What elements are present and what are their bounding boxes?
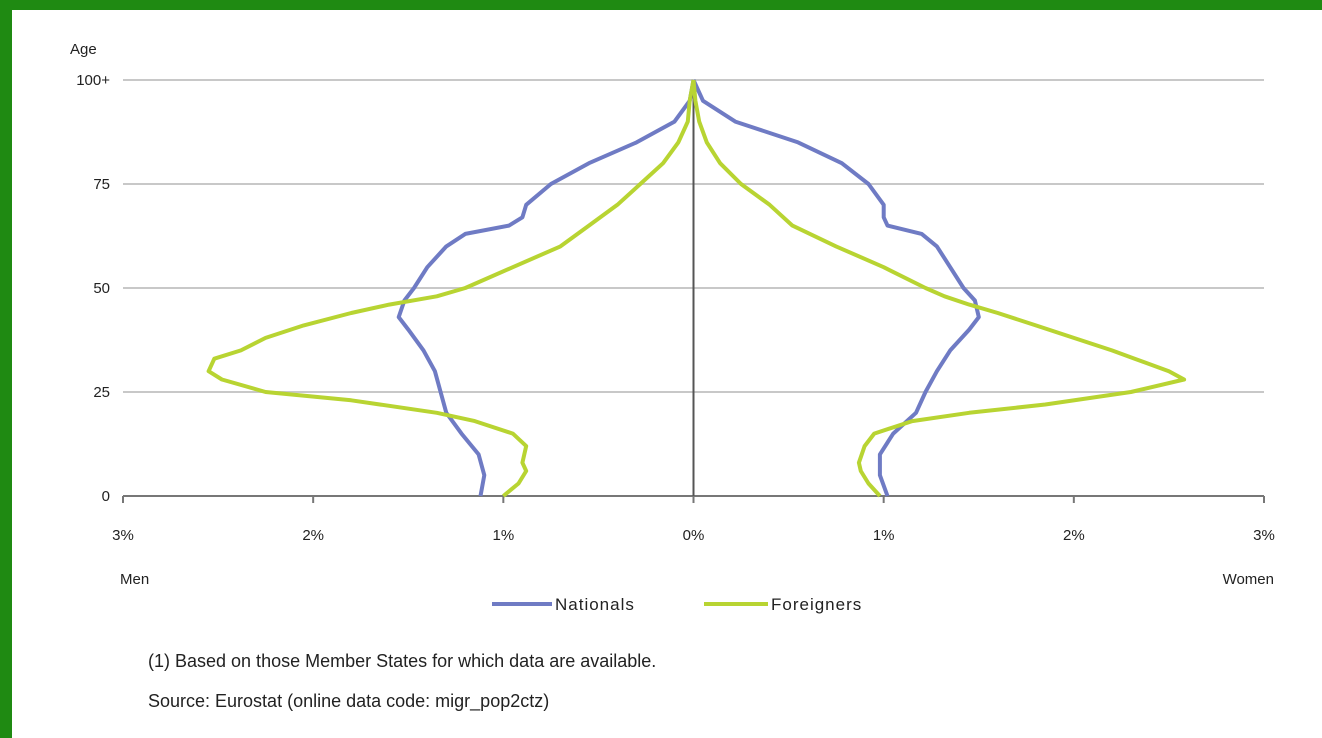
- series-line-foreigners-men: [206, 79, 696, 498]
- x-tick-label: 2%: [302, 527, 324, 544]
- figure-panel: 0 25 50 75 100+ 3% 2% 1% 0% 1% 2% 3% Age Men Women …: [12, 10, 1322, 738]
- series-line-foreigners-women: [691, 79, 1187, 498]
- legend: Nationals Foreigners: [492, 595, 862, 614]
- legend-label-nationals: Nationals: [555, 595, 635, 614]
- x-tick-label: 2%: [1063, 527, 1085, 544]
- legend-label-foreigners: Foreigners: [771, 595, 862, 614]
- series-line-nationals-women: [691, 79, 981, 497]
- women-label: Women: [1223, 571, 1274, 588]
- y-tick-label: 100+: [76, 72, 110, 89]
- x-tick-label: 1%: [873, 527, 895, 544]
- axes: 0 25 50 75 100+ 3% 2% 1% 0% 1% 2% 3%: [76, 72, 1275, 544]
- y-tick-label: 25: [93, 384, 110, 401]
- series-layer: [206, 79, 1187, 498]
- x-tick-label: 3%: [112, 527, 134, 544]
- footnote: (1) Based on those Member States for whi…: [148, 651, 657, 671]
- y-tick-label: 50: [93, 280, 110, 297]
- y-tick-label: 0: [102, 488, 110, 505]
- x-tick-label: 1%: [492, 527, 514, 544]
- y-axis-title: Age: [70, 41, 97, 58]
- men-label: Men: [120, 571, 149, 588]
- x-tick-label: 0%: [683, 527, 705, 544]
- source-note: Source: Eurostat (online data code: migr…: [148, 691, 550, 711]
- x-tick-label: 3%: [1253, 527, 1275, 544]
- y-tick-label: 75: [93, 176, 110, 193]
- axis-labels: Age Men Women: [70, 41, 1274, 588]
